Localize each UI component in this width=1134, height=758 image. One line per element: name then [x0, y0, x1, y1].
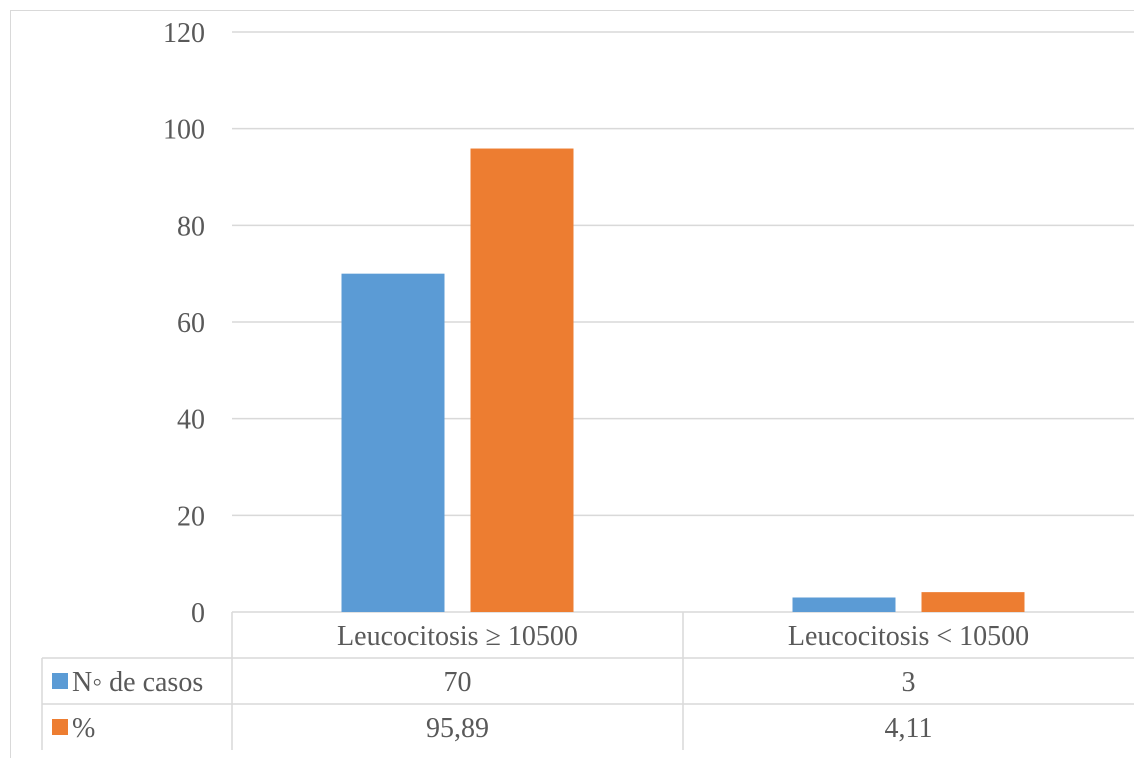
y-tick-label: 40 [177, 405, 205, 436]
table-cell-value: 3 [902, 667, 916, 698]
category-label: Leucocitosis < 10500 [788, 621, 1029, 652]
legend-swatch-percent [52, 719, 68, 735]
y-tick-label: 100 [163, 115, 205, 146]
legend-label: N◦ de casos [72, 667, 203, 698]
y-tick-label: 20 [177, 501, 205, 532]
bar-cases-0 [341, 273, 445, 612]
bar-percent-0 [470, 148, 574, 612]
table-cell-value: 4,11 [885, 713, 933, 744]
chart-frame [10, 10, 1134, 758]
y-tick-label: 80 [177, 211, 205, 242]
table-cell-value: 95,89 [426, 713, 489, 744]
y-tick-label: 0 [191, 598, 205, 629]
table-cell-value: 70 [444, 667, 472, 698]
bar-cases-1 [792, 597, 896, 612]
bar-percent-1 [921, 592, 1025, 612]
legend-label: % [72, 713, 95, 744]
y-tick-label: 60 [177, 308, 205, 339]
legend-swatch-cases [52, 673, 68, 689]
y-tick-label: 120 [163, 18, 205, 49]
category-label: Leucocitosis ≥ 10500 [337, 621, 578, 652]
